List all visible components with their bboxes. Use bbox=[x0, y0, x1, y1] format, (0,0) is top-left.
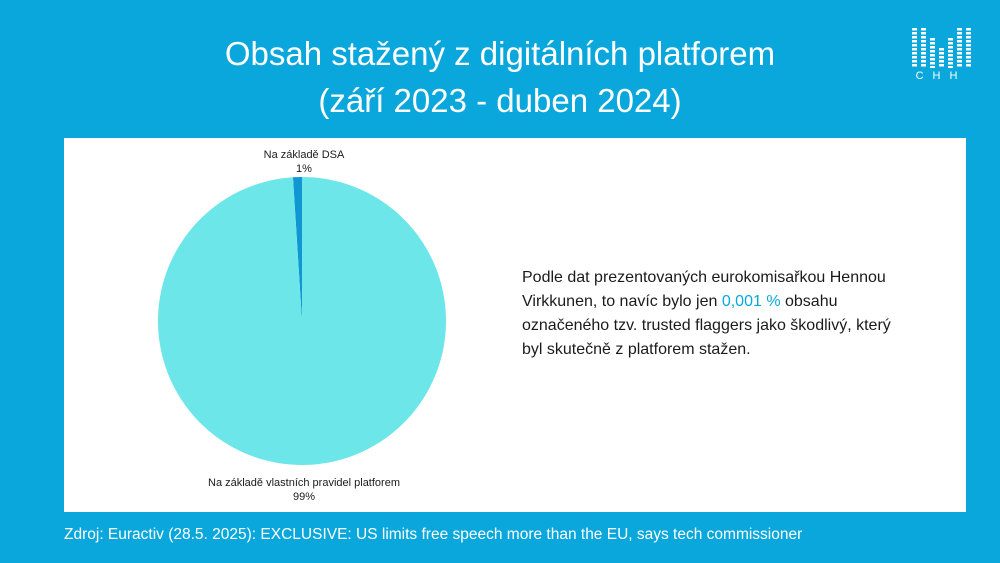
note-highlight: 0,001 % bbox=[721, 293, 781, 310]
chart-title: Obsah stažený z digitálních platforem (z… bbox=[0, 30, 1000, 124]
logo-bar-segment bbox=[921, 56, 926, 59]
logo-text: CHH bbox=[915, 70, 967, 82]
logo-bar-segment bbox=[930, 58, 935, 61]
logo-bar-segment bbox=[930, 50, 935, 53]
source-text: Zdroj: Euractiv (28.5. 2025): EXCLUSIVE:… bbox=[64, 526, 803, 543]
slice-label-dsa-name: Na základě DSA bbox=[263, 149, 345, 161]
logo-bar-segment bbox=[957, 32, 962, 35]
logo-bar-segment bbox=[912, 32, 917, 35]
logo-bar-segment bbox=[921, 32, 926, 35]
pie-slice-0 bbox=[292, 177, 302, 321]
logo-bar-segment bbox=[912, 60, 917, 63]
logo-bar-segment bbox=[912, 28, 917, 31]
slice-label-dsa-value: 1% bbox=[296, 163, 312, 175]
slice-label-platform-value: 99% bbox=[292, 491, 316, 503]
logo-bar-segment bbox=[930, 46, 935, 49]
note-part-1: Podle dat prezentovaných eurokomisařkou … bbox=[522, 269, 886, 310]
logo-bar-segment bbox=[957, 48, 962, 51]
logo-bar-segment bbox=[948, 66, 953, 69]
logo-bar-segment bbox=[912, 48, 917, 51]
logo-bar-segment bbox=[939, 52, 944, 55]
logo-bar-segment bbox=[948, 62, 953, 65]
logo-bar-segment bbox=[966, 48, 971, 51]
logo-bar-segment bbox=[930, 42, 935, 45]
logo-bar-segment bbox=[921, 44, 926, 47]
title-line-1: Obsah stažený z digitálních platforem bbox=[224, 35, 776, 72]
logo-bar-segment bbox=[912, 52, 917, 55]
logo-bar-segment bbox=[966, 36, 971, 39]
slice-label-platform-name: Na základě vlastních pravidel platforem bbox=[208, 477, 400, 489]
logo-bar-segment bbox=[921, 52, 926, 55]
logo-bar-segment bbox=[930, 38, 935, 41]
logo-bar-segment bbox=[957, 36, 962, 39]
logo-bar-segment bbox=[948, 50, 953, 53]
logo-bar-segment bbox=[957, 56, 962, 59]
chh-logo-icon bbox=[912, 28, 971, 69]
logo-bar-segment bbox=[912, 40, 917, 43]
logo-bar-segment bbox=[912, 36, 917, 39]
logo-bar-segment bbox=[948, 46, 953, 49]
pie-slice-1 bbox=[157, 177, 447, 465]
logo-bar-segment bbox=[957, 28, 962, 31]
note-text: Podle dat prezentovaných eurokomisařkou … bbox=[522, 266, 902, 362]
logo-bar-segment bbox=[921, 48, 926, 51]
logo-bar-segment bbox=[948, 38, 953, 41]
note-part-2: obsahu označeného tzv. trusted flaggers … bbox=[522, 293, 891, 358]
logo-bar-segment bbox=[957, 44, 962, 47]
logo-bar-segment bbox=[966, 40, 971, 43]
logo-bar-segment bbox=[939, 64, 944, 67]
logo-bar-segment bbox=[921, 40, 926, 43]
logo-bar-segment bbox=[912, 44, 917, 47]
logo-bar-segment bbox=[957, 40, 962, 43]
logo-bar-segment bbox=[966, 56, 971, 59]
logo-bar-segment bbox=[939, 60, 944, 63]
title-line-2: (září 2023 - duben 2024) bbox=[318, 82, 682, 119]
logo-bar-segment bbox=[939, 56, 944, 59]
logo-bar-segment bbox=[930, 54, 935, 57]
logo-bar-segment bbox=[948, 42, 953, 45]
logo-bar-segment bbox=[966, 60, 971, 63]
logo-bar-segment bbox=[957, 64, 962, 67]
logo-bar-segment bbox=[966, 28, 971, 31]
logo-bar-segment bbox=[939, 48, 944, 51]
logo-bar-segment bbox=[912, 56, 917, 59]
chart-panel: Na základě DSA 1% Na základě vlastních p… bbox=[64, 138, 966, 512]
logo-bar-segment bbox=[948, 58, 953, 61]
logo-bar-segment bbox=[966, 44, 971, 47]
logo-bar-segment bbox=[957, 52, 962, 55]
logo-bar-segment bbox=[966, 52, 971, 55]
logo-bar-segment bbox=[966, 32, 971, 35]
logo-bar-segment bbox=[957, 60, 962, 63]
logo-bar-segment bbox=[921, 60, 926, 63]
logo-bar-segment bbox=[921, 64, 926, 67]
logo-bar-segment bbox=[948, 54, 953, 57]
logo-bar-segment bbox=[930, 66, 935, 69]
logo-bar-segment bbox=[921, 28, 926, 31]
pie-chart bbox=[157, 177, 447, 465]
slice-label-platform: Na základě vlastních pravidel platforem … bbox=[174, 476, 434, 504]
logo-bar-segment bbox=[921, 36, 926, 39]
slice-label-dsa: Na základě DSA 1% bbox=[254, 148, 354, 176]
logo-bar-segment bbox=[912, 64, 917, 67]
chh-logo: CHH bbox=[908, 26, 974, 88]
logo-bar-segment bbox=[966, 64, 971, 67]
logo-bar-segment bbox=[930, 62, 935, 65]
